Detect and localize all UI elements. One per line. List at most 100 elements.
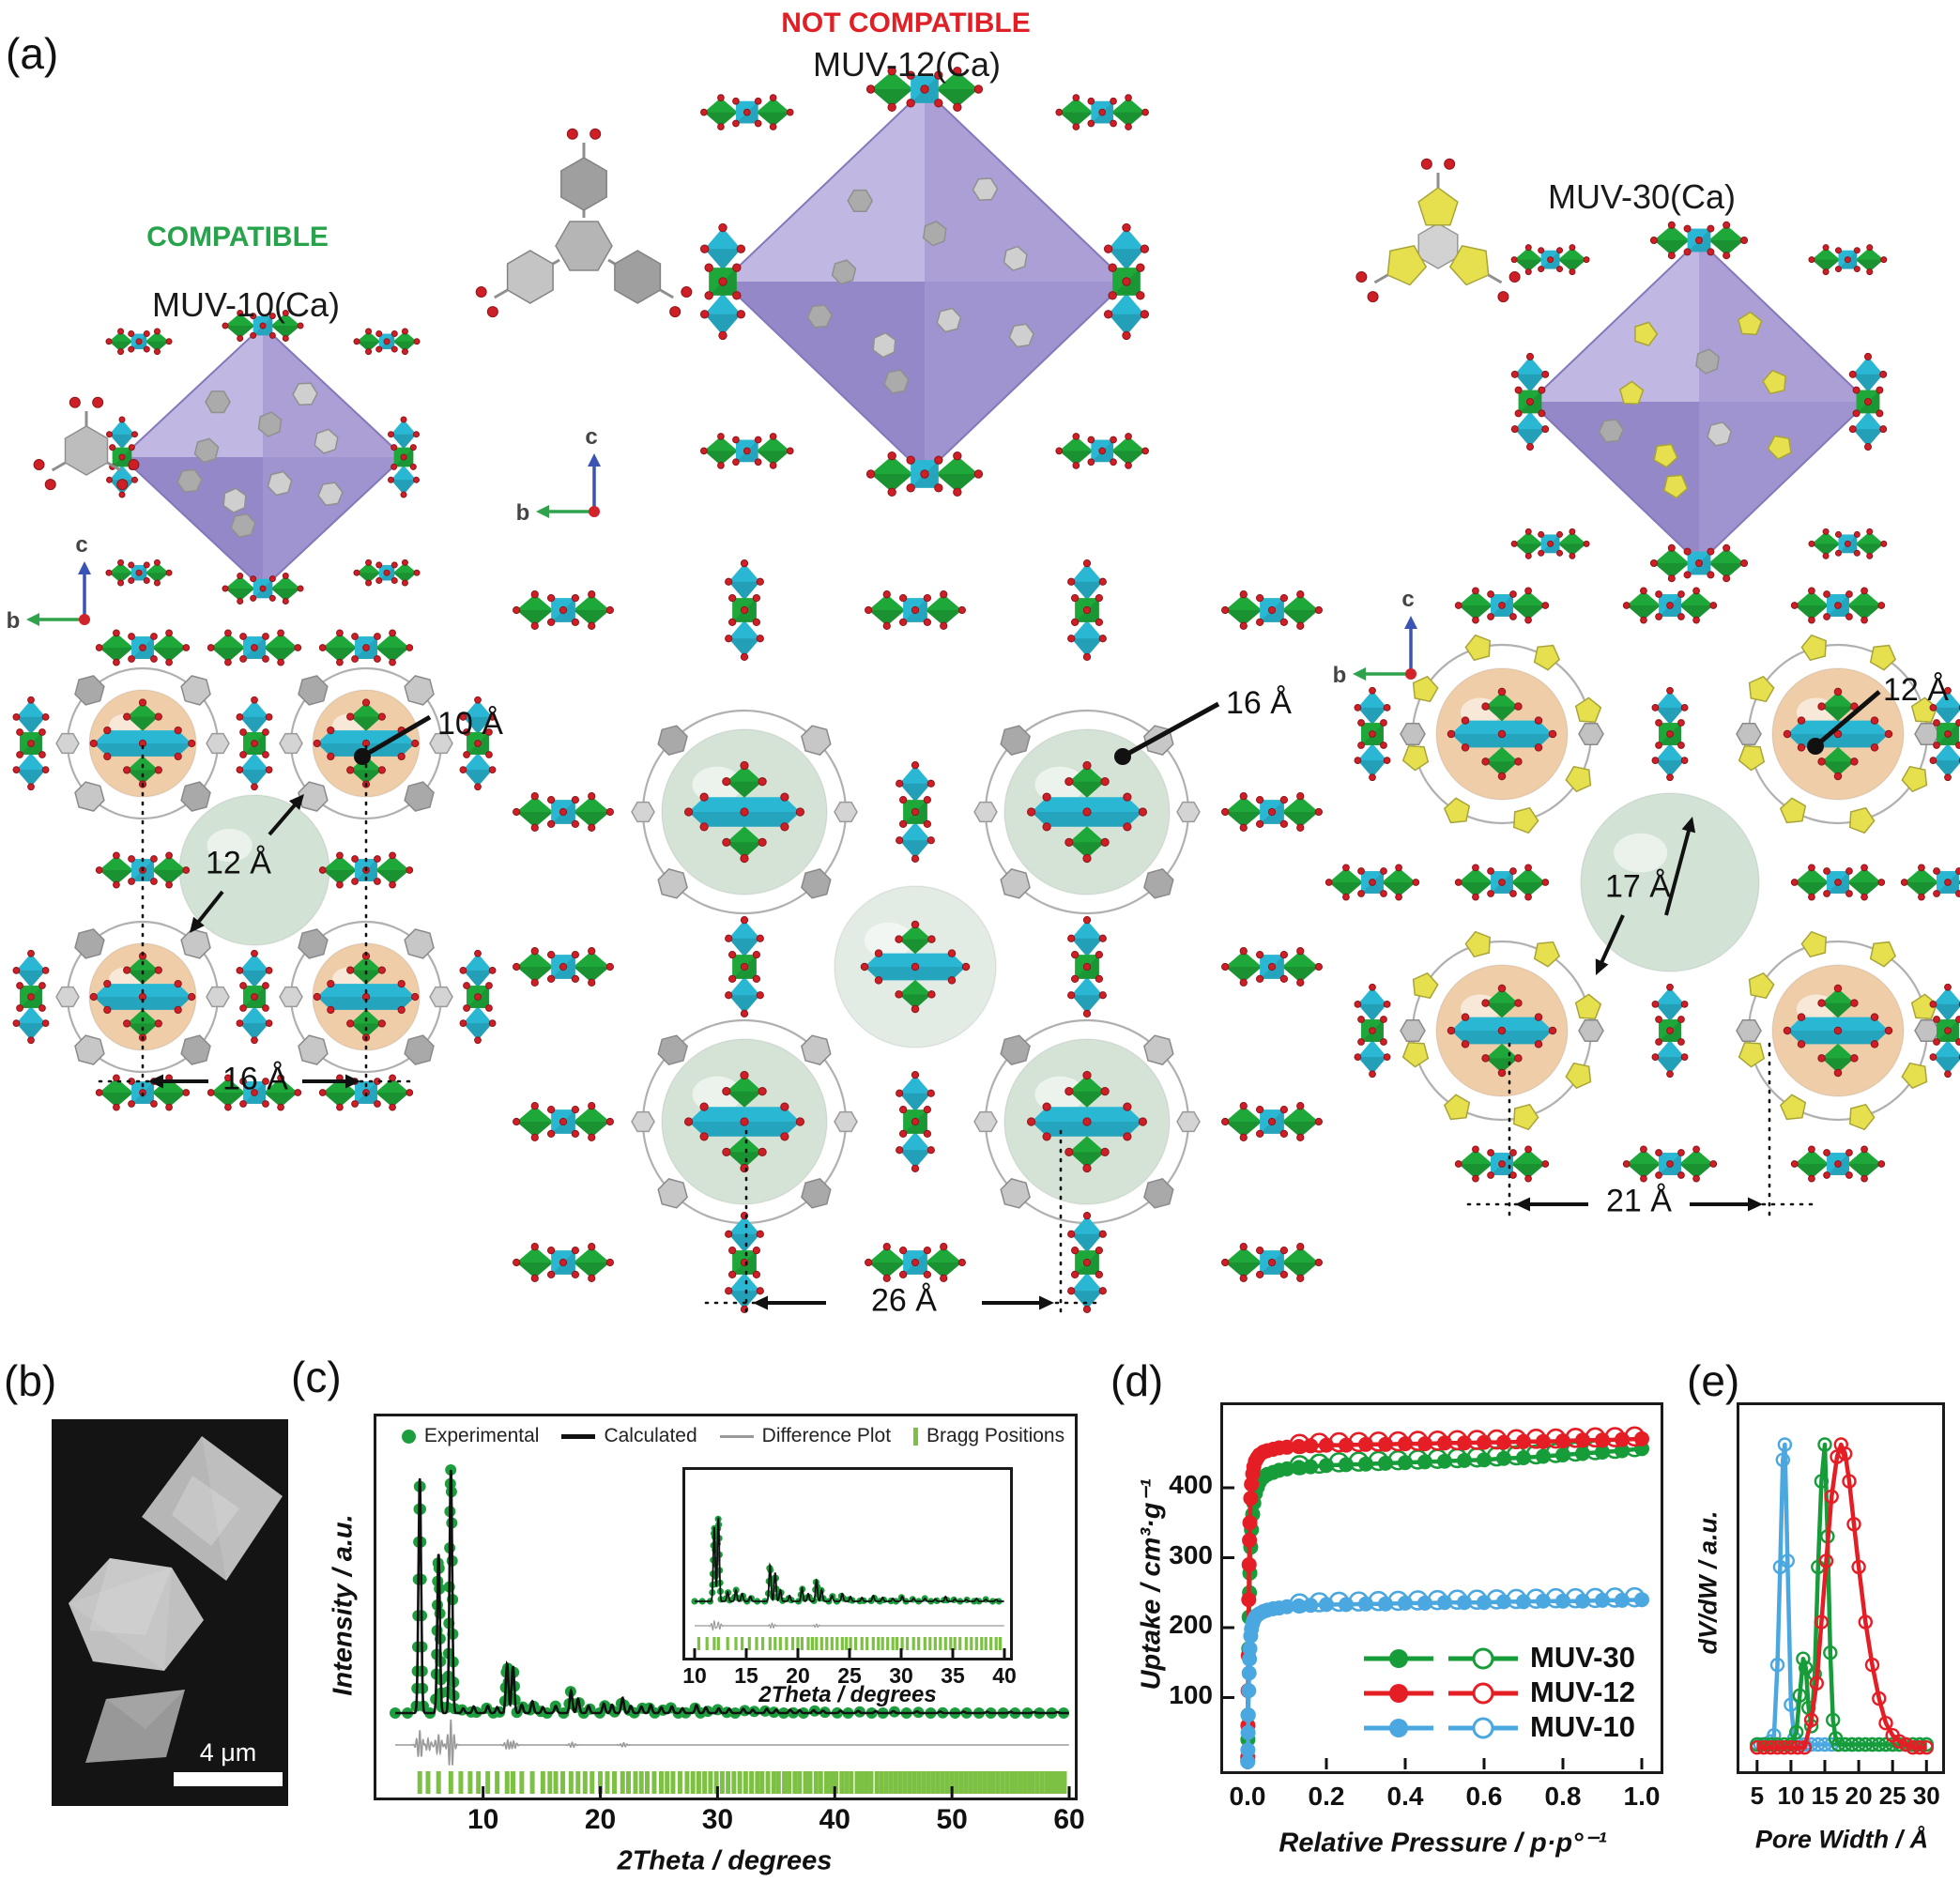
sem-crystal-3 (85, 1690, 185, 1763)
axis-b-label: b (1333, 663, 1347, 688)
tick-label: 25 (837, 1663, 862, 1688)
legend-label: Experimental (423, 1425, 540, 1446)
sem-crystals (52, 1419, 288, 1806)
scale-bar (174, 1772, 283, 1786)
muv12-octahedron-view (699, 66, 1150, 497)
muv10-spacing-annotation: 16 Å (222, 1061, 288, 1097)
legend-item-calculated: Calculated (561, 1425, 697, 1447)
muv30-octahedron-view (1510, 221, 1888, 583)
xrd-xlabel: 2Theta / degrees (617, 1845, 833, 1876)
bragg-positions (417, 1771, 1067, 1794)
tick-label: 0.2 (1308, 1782, 1345, 1811)
legend-item-experimental: Experimental (401, 1425, 540, 1447)
axis-c-label: c (1401, 587, 1414, 612)
sem-crystal-1 (142, 1436, 283, 1581)
xrd-inset-frame (682, 1467, 1013, 1660)
isotherm-legend-muv10: MUV-10 (1530, 1710, 1635, 1743)
not-compatible-label: NOT COMPATIBLE (781, 8, 1031, 38)
muv10-ligand-molecule (33, 396, 140, 491)
tick-label: 50 (936, 1804, 968, 1835)
series-muv-10 (1240, 1586, 1649, 1769)
panel-label-d: (d) (1110, 1356, 1164, 1405)
bragg-positions (697, 1637, 1003, 1650)
muv30-large-pore-annotation: 17 Å (1605, 868, 1671, 905)
tick-label: 300 (1169, 1539, 1213, 1569)
isotherm-xlabel: Relative Pressure / p·p°⁻¹ (1279, 1828, 1607, 1859)
muv12-framework (513, 559, 1323, 1313)
axis-b-label: b (7, 608, 21, 634)
legend-item-bragg: Bragg Positions (913, 1425, 1064, 1447)
tick-label: 15 (1811, 1782, 1839, 1810)
difference-line (695, 1619, 1004, 1631)
tick-label: 5 (1750, 1782, 1765, 1810)
muv10-framework (12, 629, 497, 1111)
panel-a-graphics: c b c b c b (7, 66, 1960, 1318)
difference-line (395, 1719, 1069, 1766)
tick-label: 0.0 (1229, 1782, 1266, 1811)
tick-label: 25 (1878, 1782, 1906, 1810)
panel-label-c: (c) (291, 1353, 342, 1401)
difference-line-icon (719, 1434, 754, 1438)
isotherm-plot (1223, 1426, 1649, 1769)
psd-xlabel: Pore Width / Å (1754, 1825, 1929, 1854)
isotherm-ylabel: Uptake / cm³·g⁻¹ (1136, 1478, 1167, 1691)
calculated-line (695, 1517, 1004, 1602)
xrd-inset-xlabel: 2Theta / degrees (758, 1682, 937, 1707)
tick-label: 20 (584, 1804, 617, 1835)
experimental-marker-icon (401, 1429, 416, 1444)
tick-label: 10 (682, 1663, 707, 1688)
sem-image (52, 1419, 288, 1806)
calculated-line (395, 1469, 1069, 1715)
tick-label: 30 (889, 1663, 913, 1688)
compatible-label: COMPATIBLE (146, 222, 329, 252)
tick-label: 0.6 (1465, 1782, 1503, 1811)
muv30-title: MUV-30(Ca) (1547, 177, 1737, 216)
isotherm-legend-muv30: MUV-30 (1530, 1641, 1635, 1674)
sem-crystal-2 (69, 1558, 204, 1671)
axis-b-label: b (516, 500, 530, 526)
muv12-title: MUV-12(Ca) (812, 45, 1002, 84)
muv12-spacing-annotation: 26 Å (871, 1282, 937, 1319)
experimental-points (691, 1515, 1003, 1605)
muv10-title: MUV-10(Ca) (151, 285, 341, 324)
tick-label: 35 (941, 1663, 965, 1688)
series-muv-12 (1240, 1426, 1649, 1765)
isotherm-legend-muv12: MUV-12 (1530, 1675, 1635, 1708)
series-muv-30 (1750, 1437, 1935, 1752)
legend-label: Calculated (604, 1425, 697, 1446)
psd-plot-frame (1737, 1402, 1945, 1774)
series-muv-10 (1750, 1437, 1935, 1752)
panel-label-b: (b) (4, 1356, 57, 1405)
tick-label: 0.8 (1544, 1782, 1582, 1811)
tick-label: 20 (1845, 1782, 1873, 1810)
muv30-small-pore-annotation: 12 Å (1883, 672, 1949, 708)
panel-label-e: (e) (1687, 1356, 1740, 1405)
muv30-spacing-annotation: 21 Å (1606, 1183, 1672, 1219)
xrd-plot (390, 1464, 1071, 1798)
muv12-ligand-molecule (475, 128, 693, 318)
tick-label: 15 (734, 1663, 758, 1688)
psd-plot (1750, 1437, 1935, 1771)
muv10-small-pore-annotation: 10 Å (437, 706, 503, 742)
xrd-ylabel: Intensity / a.u. (328, 1514, 359, 1696)
scale-bar-label: 4 μm (199, 1738, 257, 1767)
legend-label: Difference Plot (761, 1425, 892, 1446)
muv10-octahedron-view (105, 310, 421, 604)
muv30-ligand-molecule (1355, 158, 1521, 303)
tick-label: 400 (1169, 1470, 1213, 1499)
tick-label: 40 (819, 1804, 850, 1835)
axis-c-label: c (75, 532, 87, 558)
legend-label: Bragg Positions (926, 1425, 1065, 1446)
bragg-tick-icon (913, 1427, 919, 1446)
muv12-pore-annotation: 16 Å (1226, 685, 1292, 721)
xrd-inset-plot (691, 1515, 1006, 1658)
tick-label: 20 (786, 1663, 810, 1688)
series-muv-12 (1750, 1437, 1935, 1755)
pore-size-annotations (98, 690, 1881, 1318)
legend-item-difference: Difference Plot (719, 1425, 892, 1447)
tick-label: 200 (1169, 1610, 1213, 1639)
muv10-large-pore-annotation: 12 Å (206, 845, 271, 881)
panel-label-a: (a) (6, 29, 59, 78)
tick-label: 1.0 (1623, 1782, 1661, 1811)
